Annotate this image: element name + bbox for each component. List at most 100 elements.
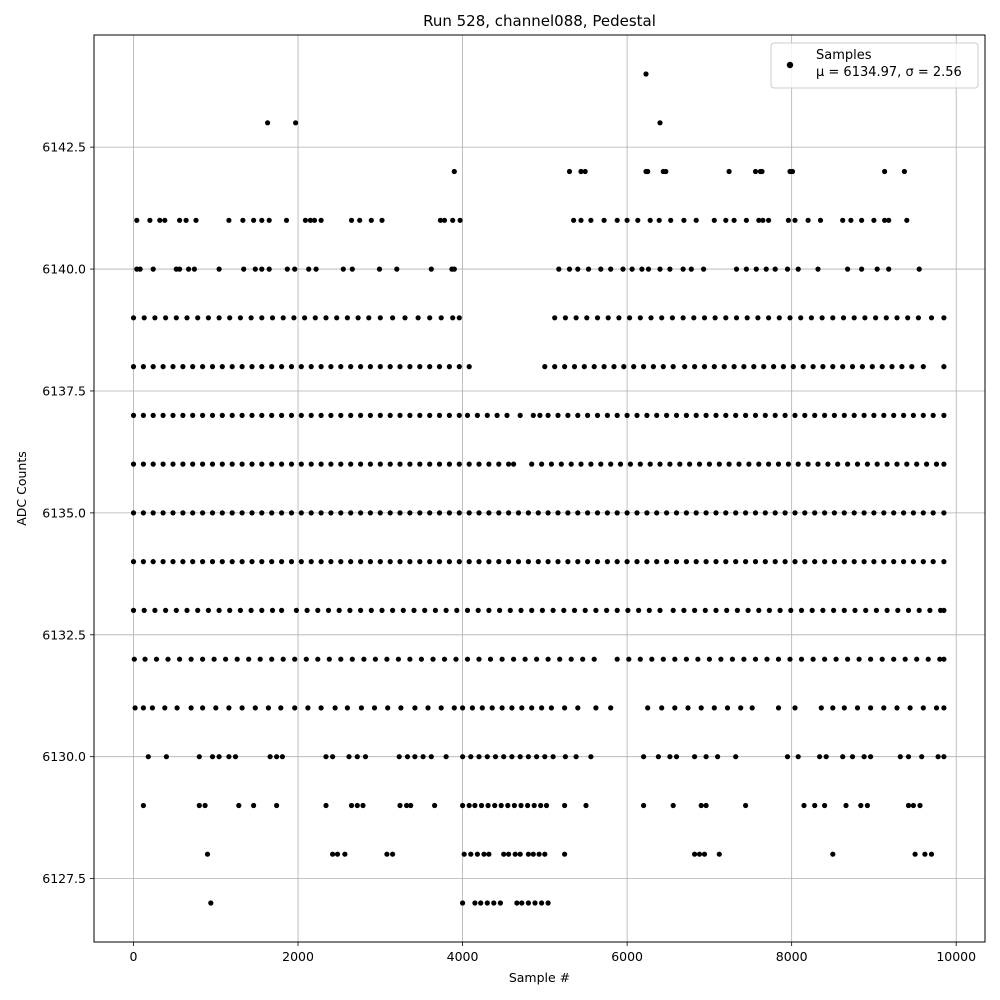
data-point — [627, 461, 634, 467]
data-point — [177, 217, 183, 223]
data-point — [941, 559, 947, 565]
data-point — [318, 510, 324, 516]
data-point — [498, 802, 504, 809]
data-point — [723, 412, 729, 418]
data-point — [302, 217, 308, 223]
data-point — [771, 364, 777, 370]
data-point — [496, 461, 502, 467]
data-point — [397, 461, 403, 467]
data-point — [573, 315, 579, 321]
data-point — [436, 461, 443, 467]
data-point — [614, 559, 620, 565]
data-point — [575, 266, 581, 272]
data-point — [239, 412, 245, 418]
data-point — [817, 217, 824, 223]
data-point — [190, 364, 196, 370]
data-point — [539, 607, 546, 614]
data-point — [670, 364, 676, 370]
data-point — [879, 364, 885, 370]
data-point — [417, 412, 423, 418]
data-point — [348, 510, 354, 516]
data-point — [486, 607, 492, 614]
y-tick-label: 6140.0 — [42, 262, 86, 277]
data-point — [466, 510, 472, 516]
data-point — [711, 705, 717, 711]
data-point — [752, 168, 759, 175]
data-point — [864, 461, 871, 467]
data-point — [861, 559, 867, 565]
data-point — [650, 364, 657, 370]
data-point — [348, 461, 354, 467]
data-point — [641, 364, 647, 370]
data-point — [744, 315, 750, 321]
data-point — [871, 412, 877, 418]
data-point — [177, 266, 183, 272]
data-point — [517, 412, 523, 418]
data-point — [376, 266, 383, 272]
data-point — [362, 754, 369, 760]
data-point — [404, 802, 410, 809]
data-point — [614, 412, 620, 418]
data-point — [213, 705, 219, 711]
data-point — [634, 412, 640, 418]
data-point — [466, 461, 472, 467]
data-point — [150, 364, 156, 370]
data-point — [209, 461, 216, 467]
data-point — [525, 851, 532, 857]
data-point — [535, 559, 541, 565]
legend-series-stats: μ = 6134.97, σ = 2.56 — [816, 65, 962, 80]
data-point — [571, 607, 578, 614]
data-point — [407, 559, 413, 565]
data-point — [358, 364, 364, 370]
data-point — [752, 412, 759, 418]
data-point — [427, 412, 433, 418]
data-point — [236, 802, 242, 809]
data-point — [509, 705, 515, 711]
data-point — [132, 705, 138, 711]
data-point — [734, 607, 741, 614]
data-point — [466, 364, 472, 370]
data-point — [404, 754, 411, 760]
data-point — [571, 364, 578, 370]
data-point — [338, 412, 344, 418]
data-point — [848, 217, 854, 223]
data-point — [134, 217, 140, 223]
data-point — [820, 607, 826, 614]
data-point — [443, 754, 449, 760]
data-point — [485, 802, 491, 809]
x-tick-label: 2000 — [282, 949, 314, 964]
data-point — [358, 461, 364, 467]
data-point — [851, 315, 857, 321]
data-point — [358, 607, 364, 614]
data-point — [922, 851, 928, 857]
data-point — [657, 607, 663, 614]
data-point — [736, 461, 742, 467]
data-point — [355, 315, 361, 321]
data-point — [598, 266, 604, 272]
data-point — [239, 364, 245, 370]
data-point — [476, 461, 482, 467]
data-point — [812, 510, 818, 516]
data-point — [446, 364, 452, 370]
data-point — [920, 705, 926, 711]
data-point — [591, 656, 597, 662]
data-point — [479, 705, 485, 711]
data-point — [525, 510, 532, 516]
data-point — [752, 510, 759, 516]
data-point — [733, 412, 739, 418]
data-point — [723, 510, 729, 516]
data-point — [696, 461, 703, 467]
y-tick-label: 6142.5 — [42, 140, 86, 155]
data-point — [552, 364, 558, 370]
data-point — [568, 461, 574, 467]
data-point — [573, 754, 579, 760]
data-point — [436, 559, 443, 565]
data-point — [466, 802, 472, 809]
data-point — [205, 607, 211, 614]
data-point — [706, 656, 713, 662]
data-point — [269, 412, 275, 418]
data-point — [581, 364, 587, 370]
data-point — [777, 607, 783, 614]
